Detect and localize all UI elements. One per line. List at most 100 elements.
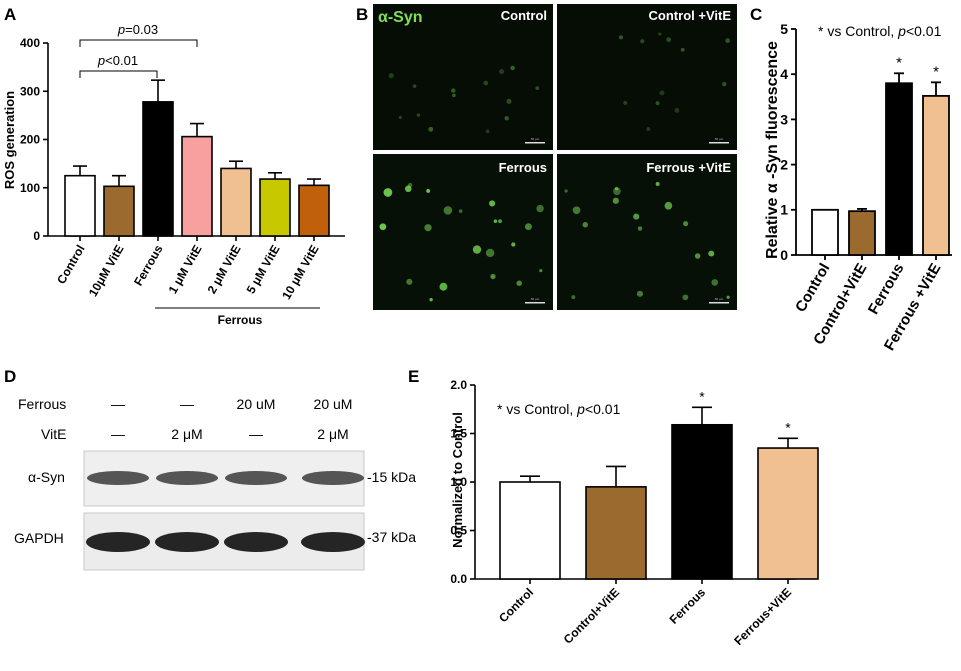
cell <box>398 115 402 119</box>
blot-bands <box>86 471 365 552</box>
cell <box>637 226 643 231</box>
y-tick-label: 3 <box>780 111 788 127</box>
cell <box>498 219 502 224</box>
micrograph-control-vite <box>557 4 737 150</box>
scalebar-4 <box>709 302 729 304</box>
panel-d-letter: D <box>4 367 16 386</box>
significance-star: * <box>699 388 705 404</box>
cell <box>664 201 673 210</box>
chart-c: 012345ControlControl+VitE*Ferrous*Ferrou… <box>780 21 952 354</box>
tile-label-ferrous: Ferrous <box>499 160 547 175</box>
cell <box>640 39 645 44</box>
asyn-band <box>225 471 287 485</box>
y-tick-label: 400 <box>20 36 40 50</box>
cell <box>504 116 509 121</box>
gapdh-band <box>301 532 365 552</box>
y-tick-label: 100 <box>20 181 40 195</box>
cell <box>708 250 715 257</box>
bar-control-vite <box>848 210 876 256</box>
scalebar-3 <box>525 302 545 304</box>
cell <box>426 188 431 193</box>
cell <box>451 88 456 93</box>
vite-val-4: 2 μM <box>317 426 348 442</box>
panel-a-letter: A <box>4 5 16 24</box>
bar-1-m-vite <box>181 135 213 237</box>
scalebar-label-2: 50 µm <box>715 137 724 141</box>
asyn-band <box>302 471 364 485</box>
vite-val-3: — <box>249 426 263 442</box>
cell <box>539 268 543 273</box>
cell <box>618 35 623 40</box>
sig-bracket-001: p<0.01 <box>79 53 158 78</box>
y-tick-label: 5 <box>780 21 788 37</box>
gapdh-band <box>86 532 150 552</box>
bar-ferrous-vite <box>922 94 950 256</box>
tile-label-control: Control <box>501 8 547 23</box>
cell <box>424 224 432 232</box>
bar-ferrous <box>671 423 733 580</box>
cell <box>510 65 515 71</box>
cell <box>383 188 393 197</box>
bar-ferrous <box>142 101 174 237</box>
row-label-asyn: α-Syn <box>28 469 65 485</box>
y-tick-label: 2.0 <box>450 378 467 392</box>
bar-10-m-vite <box>103 185 135 237</box>
cell <box>722 81 727 87</box>
bar-control <box>499 481 561 580</box>
micrograph-ferrous <box>373 154 553 310</box>
y-tick-label: 1.5 <box>450 427 467 441</box>
cell <box>412 84 417 88</box>
x-tick-label: 1 μM VitE <box>166 243 205 297</box>
cell <box>725 38 731 44</box>
x-tick-label: 2 μM VitE <box>205 243 244 297</box>
x-tick-label: 10μM VitE <box>86 243 127 299</box>
cell <box>485 129 490 134</box>
y-tick-label: 0 <box>33 229 40 243</box>
cell <box>680 48 685 52</box>
scalebar-label-4: 50 µm <box>715 297 724 301</box>
scalebar-2 <box>709 142 729 144</box>
cell <box>582 221 588 228</box>
cell <box>499 69 505 75</box>
chart-e-note: * vs Control, p<0.01 <box>497 401 621 417</box>
bar-ferrous <box>885 82 913 256</box>
bar-ferrous-vite <box>757 447 819 580</box>
cell <box>655 101 660 106</box>
cell <box>439 282 448 291</box>
cell <box>646 127 651 131</box>
y-tick-label: 200 <box>20 133 40 147</box>
panel-c-letter: C <box>750 5 762 24</box>
vite-val-2: 2 μM <box>171 426 202 442</box>
scalebar-label-1: 50 µm <box>531 137 540 141</box>
cell <box>536 204 544 213</box>
fluorescent-cells <box>379 32 731 302</box>
cell <box>458 209 463 213</box>
y-tick-label: 0.0 <box>450 572 467 586</box>
chart-c-ylabel: Relative α -Syn fluorescence <box>764 41 781 259</box>
ferrous-val-1: — <box>111 396 125 412</box>
cell <box>489 200 496 207</box>
y-tick-label: 0.5 <box>450 524 467 538</box>
cell <box>511 242 516 247</box>
x-tick-label: Control <box>54 243 87 287</box>
cell <box>694 253 701 259</box>
tile-label-control-vite: Control +VitE <box>649 8 732 23</box>
bar-control <box>64 174 96 237</box>
cell <box>406 278 413 285</box>
row-label-gapdh: GAPDH <box>14 530 64 546</box>
cell <box>388 73 394 79</box>
x-tick-label: Control+VitE <box>561 585 622 646</box>
sig-label-001: p<0.01 <box>97 53 138 68</box>
cell <box>493 219 498 223</box>
vite-val-1: — <box>111 426 125 442</box>
cell <box>572 206 581 215</box>
cell <box>633 213 640 220</box>
cell <box>683 221 689 227</box>
gapdh-band <box>155 532 219 552</box>
cell <box>658 32 662 36</box>
cell <box>404 185 412 193</box>
y-tick-label: 4 <box>780 66 788 82</box>
scalebar-label-3: 50 µm <box>531 297 540 301</box>
ferrous-val-2: — <box>180 396 194 412</box>
